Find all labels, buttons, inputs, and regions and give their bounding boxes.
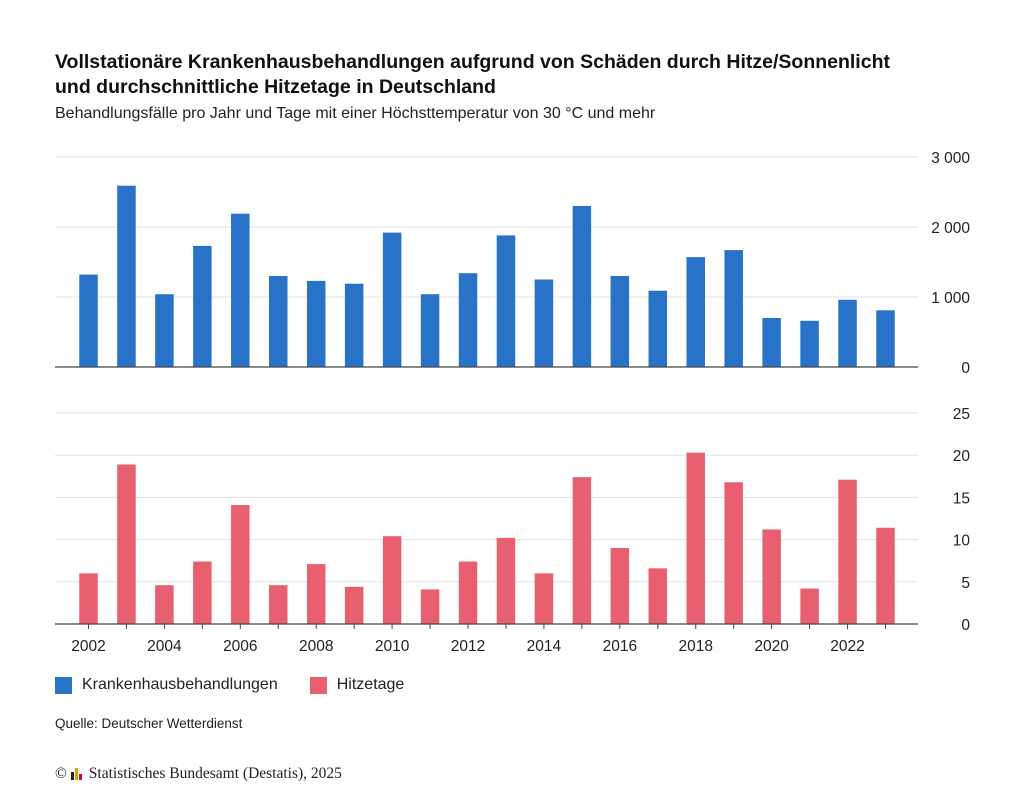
bar-krankenhaus-2002 [79,274,98,367]
source-note: Quelle: Deutscher Wetterdienst [55,716,243,731]
x-tick-label-2012: 2012 [451,638,485,655]
destatis-logo-icon [70,768,83,780]
y-tick-label-hitzetage-2: 10 [953,533,971,550]
legend-label-krankenhaus: Krankenhausbehandlungen [82,676,278,693]
bar-hitzetage-2002 [79,573,98,624]
bar-krankenhaus-2015 [572,206,592,367]
bar-krankenhaus-2019 [724,250,743,367]
bar-krankenhaus-2013 [496,235,516,367]
bar-hitzetage-2009 [344,586,364,624]
legend-swatch-red [309,676,327,694]
x-tick-label-2018: 2018 [678,638,712,655]
bar-krankenhaus-2012 [458,273,478,367]
bar-hitzetage-2017 [648,568,668,624]
bar-krankenhaus-2007 [269,276,288,367]
bar-hitzetage-2022 [838,479,857,624]
y-tick-label-krankenhaus-0: 0 [961,360,970,377]
legend-item-hitzetage[interactable]: Hitzetage [309,676,405,694]
bar-hitzetage-2014 [534,573,554,624]
bar-hitzetage-2006 [231,504,250,624]
x-tick-label-2016: 2016 [603,638,637,655]
bar-krankenhaus-2020 [762,318,781,367]
footer: © Statistisches Bundesamt (Destatis), 20… [55,765,342,783]
bar-hitzetage-2015 [572,477,592,624]
bar-krankenhaus-2018 [686,257,705,367]
bar-hitzetage-2004 [155,585,174,624]
bar-krankenhaus-2010 [382,232,402,367]
x-tick-label-2022: 2022 [830,638,864,655]
legend-item-krankenhaus[interactable]: Krankenhausbehandlungen [55,676,278,694]
bar-hitzetage-2016 [610,548,630,624]
chart-title: Vollstationäre Krankenhausbehandlungen a… [55,50,955,100]
legend-swatch-blue [55,676,72,694]
bar-krankenhaus-2004 [155,294,174,367]
y-tick-label-hitzetage-0: 0 [961,617,970,634]
bar-hitzetage-2013 [496,537,516,624]
bar-krankenhaus-2003 [117,185,136,367]
y-tick-label-hitzetage-5: 25 [953,406,970,423]
bar-krankenhaus-2005 [193,245,212,367]
legend-label-hitzetage: Hitzetage [336,676,405,693]
y-tick-label-krankenhaus-1: 1 000 [931,290,970,307]
bar-krankenhaus-2016 [610,276,630,367]
bar-krankenhaus-2011 [420,294,440,367]
bar-hitzetage-2021 [800,588,819,624]
bar-krankenhaus-2021 [800,320,819,367]
chart-area: 0 1 000 2 000 3 000 0 5 10 15 20 25 2002 2004 2006 20… [55,150,971,655]
chart-subtitle: Behandlungsfälle pro Jahr und Tage mit e… [55,105,656,122]
x-tick-label-2008: 2008 [299,638,333,655]
bar-krankenhaus-2023 [876,310,895,367]
bar-hitzetage-2011 [420,589,440,624]
bar-krankenhaus-2006 [231,213,250,367]
x-tick-label-2014: 2014 [527,638,562,655]
bar-krankenhaus-2017 [648,290,668,367]
bar-hitzetage-2003 [117,464,136,624]
bar-hitzetage-2005 [193,561,212,624]
bar-hitzetage-2019 [724,482,743,624]
y-tick-label-hitzetage-1: 5 [961,575,970,592]
bar-hitzetage-2023 [876,527,895,624]
bar-hitzetage-2012 [458,561,478,624]
bar-hitzetage-2020 [762,529,781,624]
x-tick-label-2006: 2006 [223,638,257,655]
bar-krankenhaus-2008 [306,280,326,367]
x-tick-label-2004: 2004 [147,638,182,655]
y-tick-label-krankenhaus-2: 2 000 [931,220,970,237]
bar-hitzetage-2010 [382,536,402,624]
footer-text: Statistisches Bundesamt (Destatis), 2025 [88,765,342,782]
bar-krankenhaus-2009 [344,283,364,367]
bar-hitzetage-2008 [306,564,326,624]
y-tick-label-hitzetage-3: 15 [953,490,970,507]
bar-hitzetage-2018 [686,452,705,624]
copyright-symbol: © [55,765,67,782]
legend: Krankenhausbehandlungen Hitzetage [55,676,436,694]
y-tick-label-krankenhaus-3: 3 000 [931,150,970,167]
chart-title-line-1: Vollstationäre Krankenhausbehandlungen a… [55,51,890,73]
x-tick-label-2020: 2020 [754,638,789,655]
x-tick-label-2010: 2010 [375,638,410,655]
bar-krankenhaus-2014 [534,279,554,367]
chart-title-line-2: und durchschnittliche Hitzetage in Deuts… [55,76,496,98]
bar-hitzetage-2007 [269,585,288,624]
x-tick-label-2002: 2002 [71,638,105,655]
bar-krankenhaus-2022 [838,299,857,367]
y-tick-label-hitzetage-4: 20 [953,448,971,465]
